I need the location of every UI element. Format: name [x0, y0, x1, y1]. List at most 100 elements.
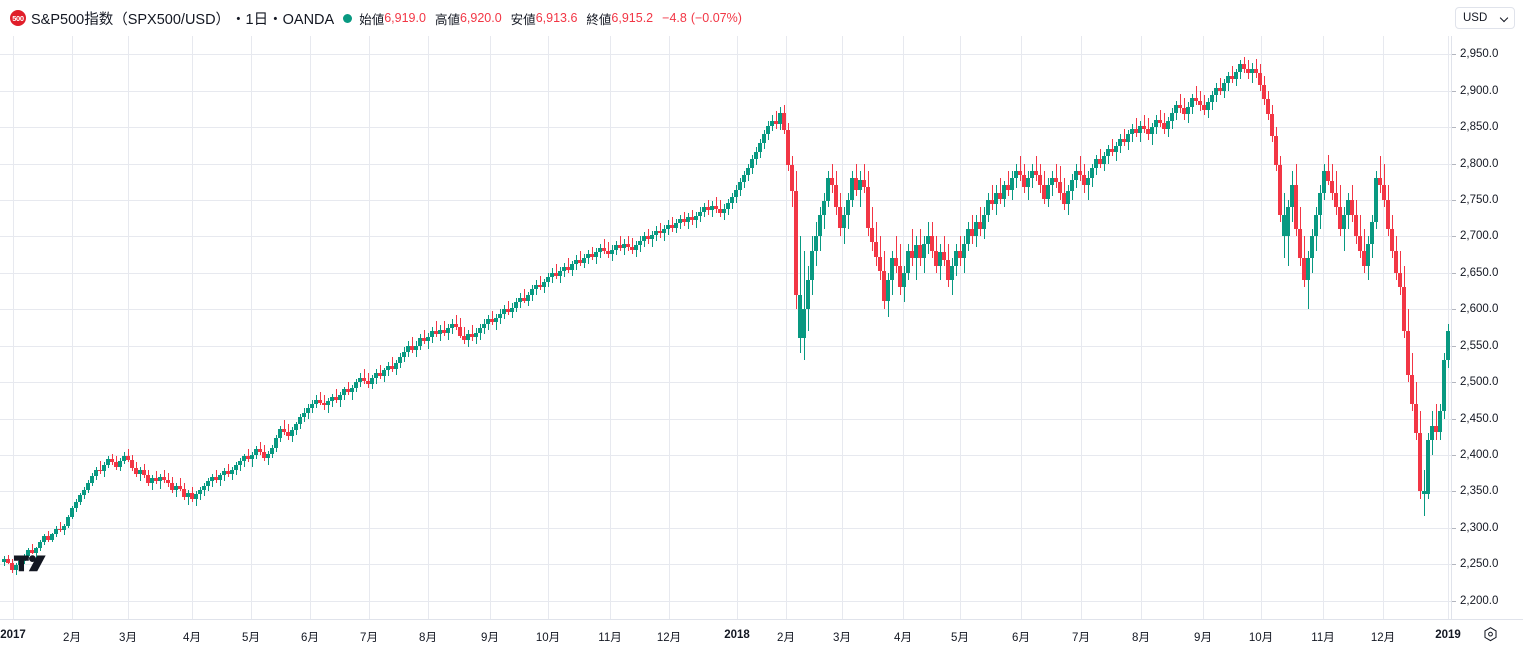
candle-body	[830, 178, 834, 186]
candle-wick	[260, 441, 261, 456]
candle-body	[942, 252, 946, 260]
candle-body	[590, 253, 594, 257]
candle-wick	[156, 471, 157, 485]
currency-select[interactable]: USD	[1455, 7, 1515, 29]
gridline-horizontal	[0, 236, 1451, 238]
candle-body	[834, 185, 838, 208]
candle-wick	[1124, 128, 1125, 147]
time-tick-label: 12月	[1370, 632, 1396, 644]
gridline-vertical	[669, 36, 670, 619]
candle-body	[786, 130, 790, 165]
gridline-horizontal	[0, 345, 1451, 347]
gridline-vertical	[1021, 36, 1022, 619]
candle-body	[206, 481, 210, 486]
autoscale-target-icon[interactable]	[1482, 626, 1499, 643]
price-axis[interactable]: 2,950.0 2,900.0 2,850.0 2,800.0 2,750.0 2,700…	[1451, 36, 1523, 619]
candle-body	[694, 216, 698, 221]
time-tick-label: 3月	[833, 632, 851, 644]
candle-body	[1014, 170, 1018, 179]
price-tick-label: 2,950.0	[1460, 48, 1499, 61]
time-axis[interactable]: 2017 2月 3月 4月 5月 6月 7月 8月 9月 10月 11月 12月 2018 2月 3月 4月 5…	[0, 619, 1523, 654]
tradingview-logo-icon[interactable]	[14, 553, 52, 579]
candle-body	[310, 404, 314, 409]
candle-body	[430, 331, 434, 337]
candlestick-plot[interactable]	[0, 36, 1451, 619]
time-tick-label: 10月	[1248, 632, 1274, 644]
candle-body	[1382, 185, 1386, 200]
candle-body	[58, 528, 62, 531]
candle-body	[918, 245, 922, 259]
candle-body	[950, 265, 954, 281]
candle-body	[1042, 185, 1046, 199]
candle-body	[118, 460, 122, 467]
candle-body	[382, 370, 386, 377]
candle-body	[6, 558, 10, 563]
candle-body	[362, 377, 366, 381]
candle-wick	[164, 469, 165, 483]
gridline-vertical	[548, 36, 549, 619]
candle-body	[810, 250, 814, 281]
candle-wick	[412, 336, 413, 353]
candle-body	[1182, 108, 1186, 114]
candle-body	[1438, 411, 1442, 432]
price-tickmark	[1452, 90, 1456, 92]
candle-wick	[604, 239, 605, 254]
candle-body	[966, 229, 970, 244]
symbol-logo-icon: 500	[10, 10, 26, 26]
candle-wick	[1400, 250, 1401, 295]
symbol-title[interactable]: S&P500指数（SPX500/USD）	[31, 11, 231, 28]
candle-body	[1118, 138, 1122, 147]
candle-body	[370, 377, 374, 384]
candle-body	[334, 396, 338, 400]
time-tick-label: 9月	[1194, 632, 1212, 644]
candle-body	[1142, 125, 1146, 129]
gridline-horizontal	[0, 564, 1451, 566]
candle-body	[1394, 250, 1398, 273]
candle-body	[1098, 159, 1102, 164]
candle-wick	[1100, 148, 1101, 168]
price-tick-label: 2,400.0	[1460, 449, 1499, 462]
time-tick-label: 10月	[535, 632, 561, 644]
candle-body	[1174, 105, 1178, 113]
candle-body	[1186, 106, 1190, 114]
close-label: 終値	[586, 12, 612, 27]
candle-body	[258, 449, 262, 453]
candle-wick	[424, 329, 425, 345]
candle-body	[1262, 84, 1266, 100]
price-tickmark	[1452, 491, 1456, 493]
price-tickmark	[1452, 54, 1456, 56]
candle-wick	[804, 250, 805, 361]
candle-body	[698, 211, 702, 216]
candle-body	[726, 202, 730, 209]
candle-body	[914, 245, 918, 259]
candle-wick	[1360, 214, 1361, 259]
candle-body	[702, 207, 706, 212]
gridline-vertical	[428, 36, 429, 619]
candle-body	[1178, 105, 1182, 109]
candle-wick	[620, 236, 621, 251]
candle-body	[350, 387, 354, 393]
candle-body	[1018, 170, 1022, 176]
candle-body	[182, 488, 186, 498]
gridline-vertical	[251, 36, 252, 619]
candle-body	[1246, 68, 1250, 74]
candle-body	[554, 272, 558, 276]
candle-body	[482, 323, 486, 329]
gridline-vertical	[13, 36, 14, 619]
candle-body	[326, 401, 330, 406]
candle-body	[266, 453, 270, 458]
candle-body	[1294, 185, 1298, 230]
candle-body	[162, 476, 166, 480]
candle-body	[1202, 105, 1206, 110]
candle-wick	[1196, 86, 1197, 106]
candle-body	[194, 494, 198, 499]
time-tick-label: 5月	[951, 632, 969, 644]
candle-body	[878, 256, 882, 272]
candle-body	[146, 475, 150, 483]
candle-body	[770, 121, 774, 126]
candle-body	[238, 460, 242, 466]
candle-wick	[392, 357, 393, 372]
candle-body	[54, 528, 58, 535]
candle-body	[414, 345, 418, 351]
candle-body	[1002, 185, 1006, 199]
